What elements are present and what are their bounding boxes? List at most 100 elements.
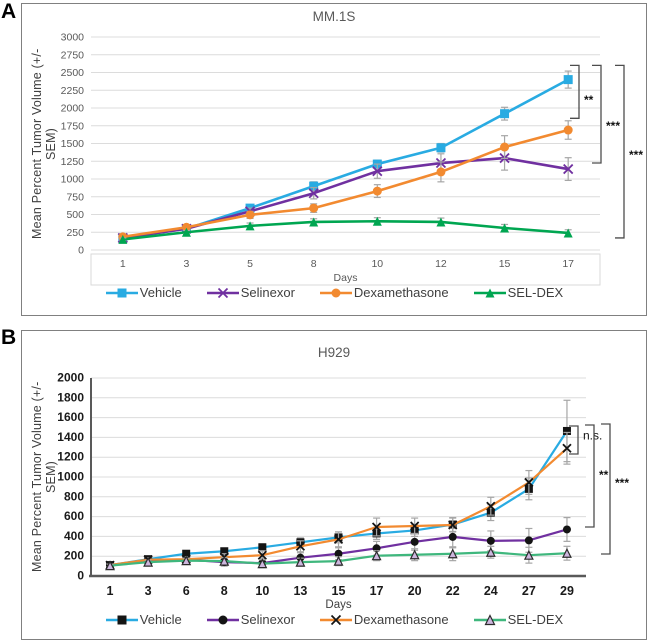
legend-item-vehicle: Vehicle — [105, 612, 182, 627]
svg-text:1800: 1800 — [57, 390, 84, 404]
legend-label: Selinexor — [240, 285, 295, 300]
svg-text:2000: 2000 — [57, 371, 84, 385]
significance-brackets: ******** — [570, 64, 643, 239]
svg-text:22: 22 — [446, 584, 460, 598]
legend-marker-square-icon — [105, 615, 138, 624]
svg-text:12: 12 — [435, 258, 447, 270]
legend-a: Vehicle Selinexor Dexamethasone SEL-DEX — [22, 285, 646, 300]
svg-text:1250: 1250 — [61, 156, 85, 168]
y-axis-tick-labels: 0 200 400 600 800 1000 1200 1400 1600 1800 2000 — [57, 371, 84, 583]
legend-item-selinexor: Selinexor — [206, 285, 295, 300]
svg-text:1750: 1750 — [61, 120, 85, 132]
legend-marker-circle-icon — [206, 615, 239, 624]
panel-b-letter: B — [1, 326, 17, 349]
svg-text:3000: 3000 — [61, 32, 85, 44]
svg-text:400: 400 — [64, 529, 84, 543]
svg-text:24: 24 — [484, 584, 498, 598]
svg-text:1000: 1000 — [61, 174, 85, 186]
x-axis-title: Days — [325, 599, 351, 611]
gridlines — [91, 377, 586, 557]
svg-text:2750: 2750 — [61, 49, 85, 61]
tumor-volume-chart-mm1s: 0 250 500 750 1000 1250 1500 1750 2000 2250 2500 27… — [61, 32, 643, 286]
legend-marker-square-icon — [105, 288, 138, 297]
series-dexamethasone — [118, 120, 573, 242]
legend-marker-x-icon — [206, 287, 239, 298]
significance-label: n.s. — [583, 428, 602, 442]
legend-label: Dexamethasone — [353, 285, 449, 300]
svg-text:1: 1 — [107, 584, 114, 598]
svg-text:17: 17 — [370, 584, 384, 598]
x-axis-band — [90, 253, 601, 286]
svg-text:800: 800 — [64, 489, 84, 503]
legend-marker-triangle-icon — [473, 288, 506, 297]
svg-text:500: 500 — [66, 209, 84, 221]
svg-text:10: 10 — [371, 258, 383, 270]
svg-text:27: 27 — [522, 584, 536, 598]
svg-text:8: 8 — [221, 584, 228, 598]
axes — [89, 378, 586, 578]
panel-b: H929 Mean Percent Tumor Volume (+/- SEM)… — [21, 330, 647, 640]
legend-item-dexamethasone: Dexamethasone — [319, 285, 449, 300]
x-axis-tick-labels: 1 3 5 8 10 12 15 17 Days — [120, 258, 574, 284]
legend-item-dexamethasone: Dexamethasone — [319, 612, 449, 627]
significance-bracket — [615, 64, 625, 239]
svg-text:1600: 1600 — [57, 410, 84, 424]
significance-bracket — [585, 424, 595, 528]
svg-text:2500: 2500 — [61, 67, 85, 79]
svg-text:2250: 2250 — [61, 85, 85, 97]
svg-text:13: 13 — [293, 584, 307, 598]
svg-text:20: 20 — [408, 584, 422, 598]
svg-text:1200: 1200 — [57, 450, 84, 464]
svg-text:600: 600 — [64, 509, 84, 523]
svg-text:1: 1 — [120, 258, 126, 270]
legend-item-sel-dex: SEL-DEX — [473, 285, 564, 300]
legend-marker-x-icon — [319, 614, 352, 625]
legend-item-selinexor: Selinexor — [206, 612, 295, 627]
legend-item-vehicle: Vehicle — [105, 285, 182, 300]
svg-text:3: 3 — [184, 258, 190, 270]
series-sel-dex — [105, 545, 572, 571]
triangle-markers — [118, 216, 573, 244]
chart-title-mm1s: MM.1S — [312, 9, 356, 24]
chart-title-h929: H929 — [317, 345, 351, 360]
svg-text:0: 0 — [78, 245, 84, 257]
legend-label: Vehicle — [139, 612, 182, 627]
significance-label: *** — [629, 148, 643, 162]
significance-label: ** — [584, 93, 594, 107]
legend-label: SEL-DEX — [507, 285, 564, 300]
svg-text:2000: 2000 — [61, 103, 85, 115]
x-axis-title: Days — [334, 272, 358, 284]
significance-label: ** — [599, 468, 609, 482]
triangle-open-markers — [105, 546, 572, 571]
svg-text:1500: 1500 — [61, 138, 85, 150]
svg-text:10: 10 — [255, 584, 269, 598]
svg-text:3: 3 — [145, 584, 152, 598]
y-axis-tick-labels: 0 250 500 750 1000 1250 1500 1750 2000 2250 2500 27… — [61, 32, 85, 257]
legend-label: SEL-DEX — [507, 612, 564, 627]
significance-bracket — [592, 64, 602, 164]
significance-bracket — [569, 425, 579, 455]
legend-label: Selinexor — [240, 612, 295, 627]
svg-text:0: 0 — [77, 569, 84, 583]
circle-markers — [118, 125, 573, 242]
svg-text:15: 15 — [499, 258, 511, 270]
panel-a-letter: A — [1, 0, 17, 23]
panel-a: MM.1S Mean Percent Tumor Volume (+/- SEM… — [21, 3, 647, 316]
legend-marker-triangle-open-icon — [473, 613, 506, 625]
svg-text:250: 250 — [66, 227, 84, 239]
svg-text:5: 5 — [247, 258, 253, 270]
legend-item-sel-dex: SEL-DEX — [473, 612, 564, 627]
legend-label: Vehicle — [139, 285, 182, 300]
significance-label: *** — [615, 476, 629, 490]
legend-label: Dexamethasone — [353, 612, 449, 627]
legend-marker-circle-icon — [319, 288, 352, 297]
gridlines — [91, 36, 600, 251]
svg-text:1000: 1000 — [57, 470, 84, 484]
svg-text:15: 15 — [332, 584, 346, 598]
svg-text:750: 750 — [66, 191, 84, 203]
svg-text:17: 17 — [562, 258, 574, 270]
svg-text:200: 200 — [64, 549, 84, 563]
significance-label: *** — [606, 119, 620, 133]
